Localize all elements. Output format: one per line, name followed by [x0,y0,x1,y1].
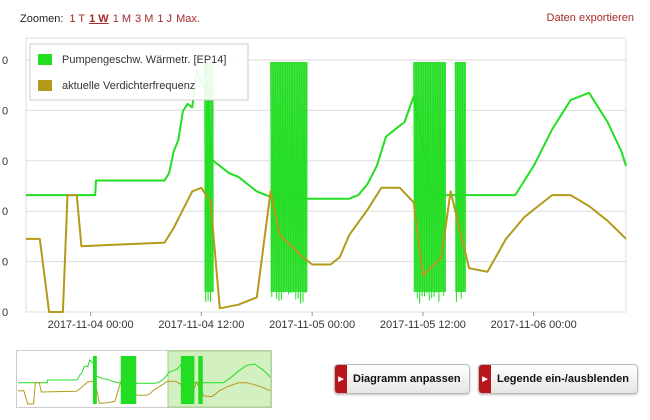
legend-label-compressor[interactable]: aktuelle Verdichterfrequenz [62,80,195,92]
y-axis-labels: 0 0 0 0 0 0 [2,55,8,319]
x-tick-label: 2017-11-05 00:00 [269,319,355,331]
x-tick-label: 2017-11-04 12:00 [158,319,244,331]
legend[interactable]: Pumpengeschw. Wärmetr. [EP14] aktuelle V… [30,44,248,100]
x-axis-labels: 2017-11-04 00:00 2017-11-04 12:00 2017-11-… [48,312,577,331]
navigator-oscillation-band [198,356,203,404]
pump-oscillation-band [455,62,466,302]
export-data-link[interactable]: Daten exportieren [547,12,634,24]
zoom-1-year[interactable]: 1 J [157,13,172,25]
zoom-max[interactable]: Max. [176,13,200,25]
zoom-bar: Zoomen: 1 T 1 W 1 M 3 M 1 J Max. [20,12,200,26]
main-chart[interactable]: 000000 2017-11-04 00:00 2017-11-04 12:00 2… [0,28,650,340]
play-triangle-icon: ▶ [479,365,491,393]
zoom-1-month[interactable]: 1 M [113,13,131,25]
play-triangle-icon: ▶ [335,365,347,393]
y-tick-label: 0 [2,105,8,117]
zoom-1-day[interactable]: 1 T [69,13,85,25]
y-tick-label: 0 [2,55,8,67]
legend-swatch-pump [38,54,52,65]
zoom-3-months[interactable]: 3 M [135,13,153,25]
legend-swatch-compressor [38,80,52,91]
y-tick-label: 0 [2,307,8,319]
y-tick-label: 0 [2,257,8,269]
x-tick-label: 2017-11-05 12:00 [380,319,466,331]
fit-diagram-label: Diagramm anpassen [353,373,469,385]
zoom-1-week[interactable]: 1 W [89,13,109,25]
toggle-legend-button[interactable]: ▶ Legende ein-/ausblenden [478,364,638,394]
navigator-chart[interactable] [16,350,272,408]
x-tick-label: 2017-11-06 00:00 [491,319,577,331]
pump-oscillation-band [271,62,308,304]
toggle-legend-label: Legende ein-/ausblenden [497,373,637,385]
navigator-oscillation-band [121,356,137,404]
y-tick-label: 0 [2,156,8,168]
navigator-oscillation-band [93,356,97,404]
fit-diagram-button[interactable]: ▶ Diagramm anpassen [334,364,470,394]
y-tick-label: 0 [2,206,8,218]
legend-label-pump[interactable]: Pumpengeschw. Wärmetr. [EP14] [62,54,226,66]
zoom-label: Zoomen: [20,13,63,25]
navigator-oscillation-band [181,356,195,404]
x-tick-label: 2017-11-04 00:00 [48,319,134,331]
